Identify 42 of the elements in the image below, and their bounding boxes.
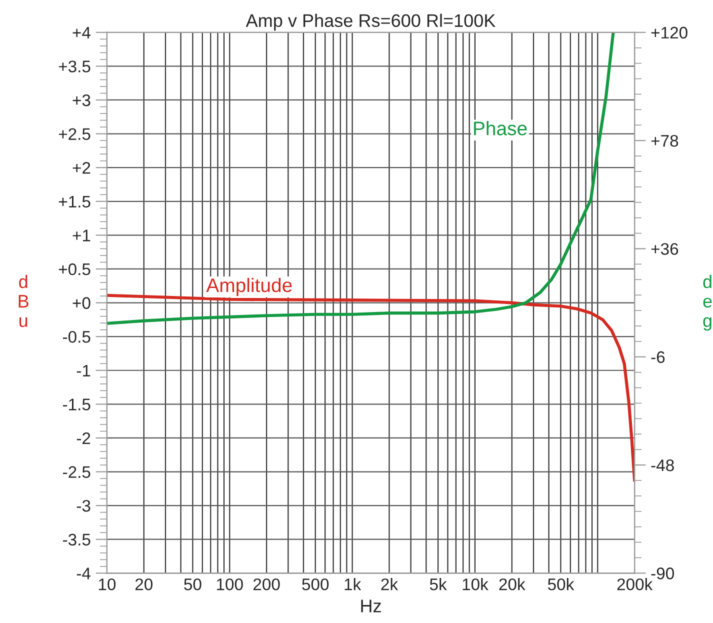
y-tick-label: +3.5 <box>58 60 90 72</box>
y2-tick-label: -90 <box>651 568 674 580</box>
y-tick-label: +1 <box>72 230 90 242</box>
y-tick-label: +0.5 <box>58 263 90 276</box>
y2-tick-label: -6 <box>651 351 665 364</box>
x-tick-label: 500 <box>302 578 329 590</box>
y2-axis-title: deg <box>703 274 712 331</box>
y-tick-label: +0 <box>72 297 90 309</box>
y2-tick-label: +120 <box>651 26 688 39</box>
series-label: Amplitude <box>206 278 292 296</box>
y-tick-label: -4 <box>76 568 90 580</box>
y-tick-label: +2.5 <box>58 128 90 140</box>
y-tick-label: -2.5 <box>63 466 90 478</box>
x-tick-label: 20k <box>499 578 526 590</box>
y2-tick-label: +36 <box>651 243 678 255</box>
y-tick-label: +4 <box>72 26 90 38</box>
y2-tick-label: -48 <box>651 459 674 472</box>
x-tick-label: 200k <box>617 578 653 590</box>
y-axis-title: dBu <box>18 274 28 328</box>
y-tick-label: -1.5 <box>63 398 90 410</box>
chart-title: Amp v Phase Rs=600 Rl=100K <box>246 14 496 31</box>
y-tick-label: -0.5 <box>63 330 90 343</box>
y-tick-label: -3 <box>76 500 90 512</box>
x-tick-label: 100 <box>216 578 243 590</box>
y-tick-label: +3 <box>72 94 90 106</box>
x-tick-label: 200 <box>253 578 280 590</box>
text: Phase <box>474 121 527 136</box>
x-tick-label: 1k <box>344 578 362 590</box>
y-tick-label: +2 <box>72 162 90 174</box>
y-tick-label: -2 <box>76 432 90 444</box>
x-tick-label: 2k <box>381 578 398 590</box>
y-tick-label: -1 <box>76 364 90 376</box>
x-tick-label: 5k <box>430 578 447 590</box>
x-tick-label: 50 <box>184 578 202 590</box>
y-tick-label: +1.5 <box>58 196 90 208</box>
y2-tick-label: +78 <box>651 134 678 147</box>
y-tick-label: -3.5 <box>63 534 90 546</box>
x-tick-label: 50k <box>548 578 574 590</box>
x-tick-label: 10 <box>98 578 116 590</box>
x-tick-label: 10k <box>462 578 488 590</box>
x-tick-label: 20 <box>135 578 152 590</box>
x-axis-title: Hz <box>361 600 381 612</box>
